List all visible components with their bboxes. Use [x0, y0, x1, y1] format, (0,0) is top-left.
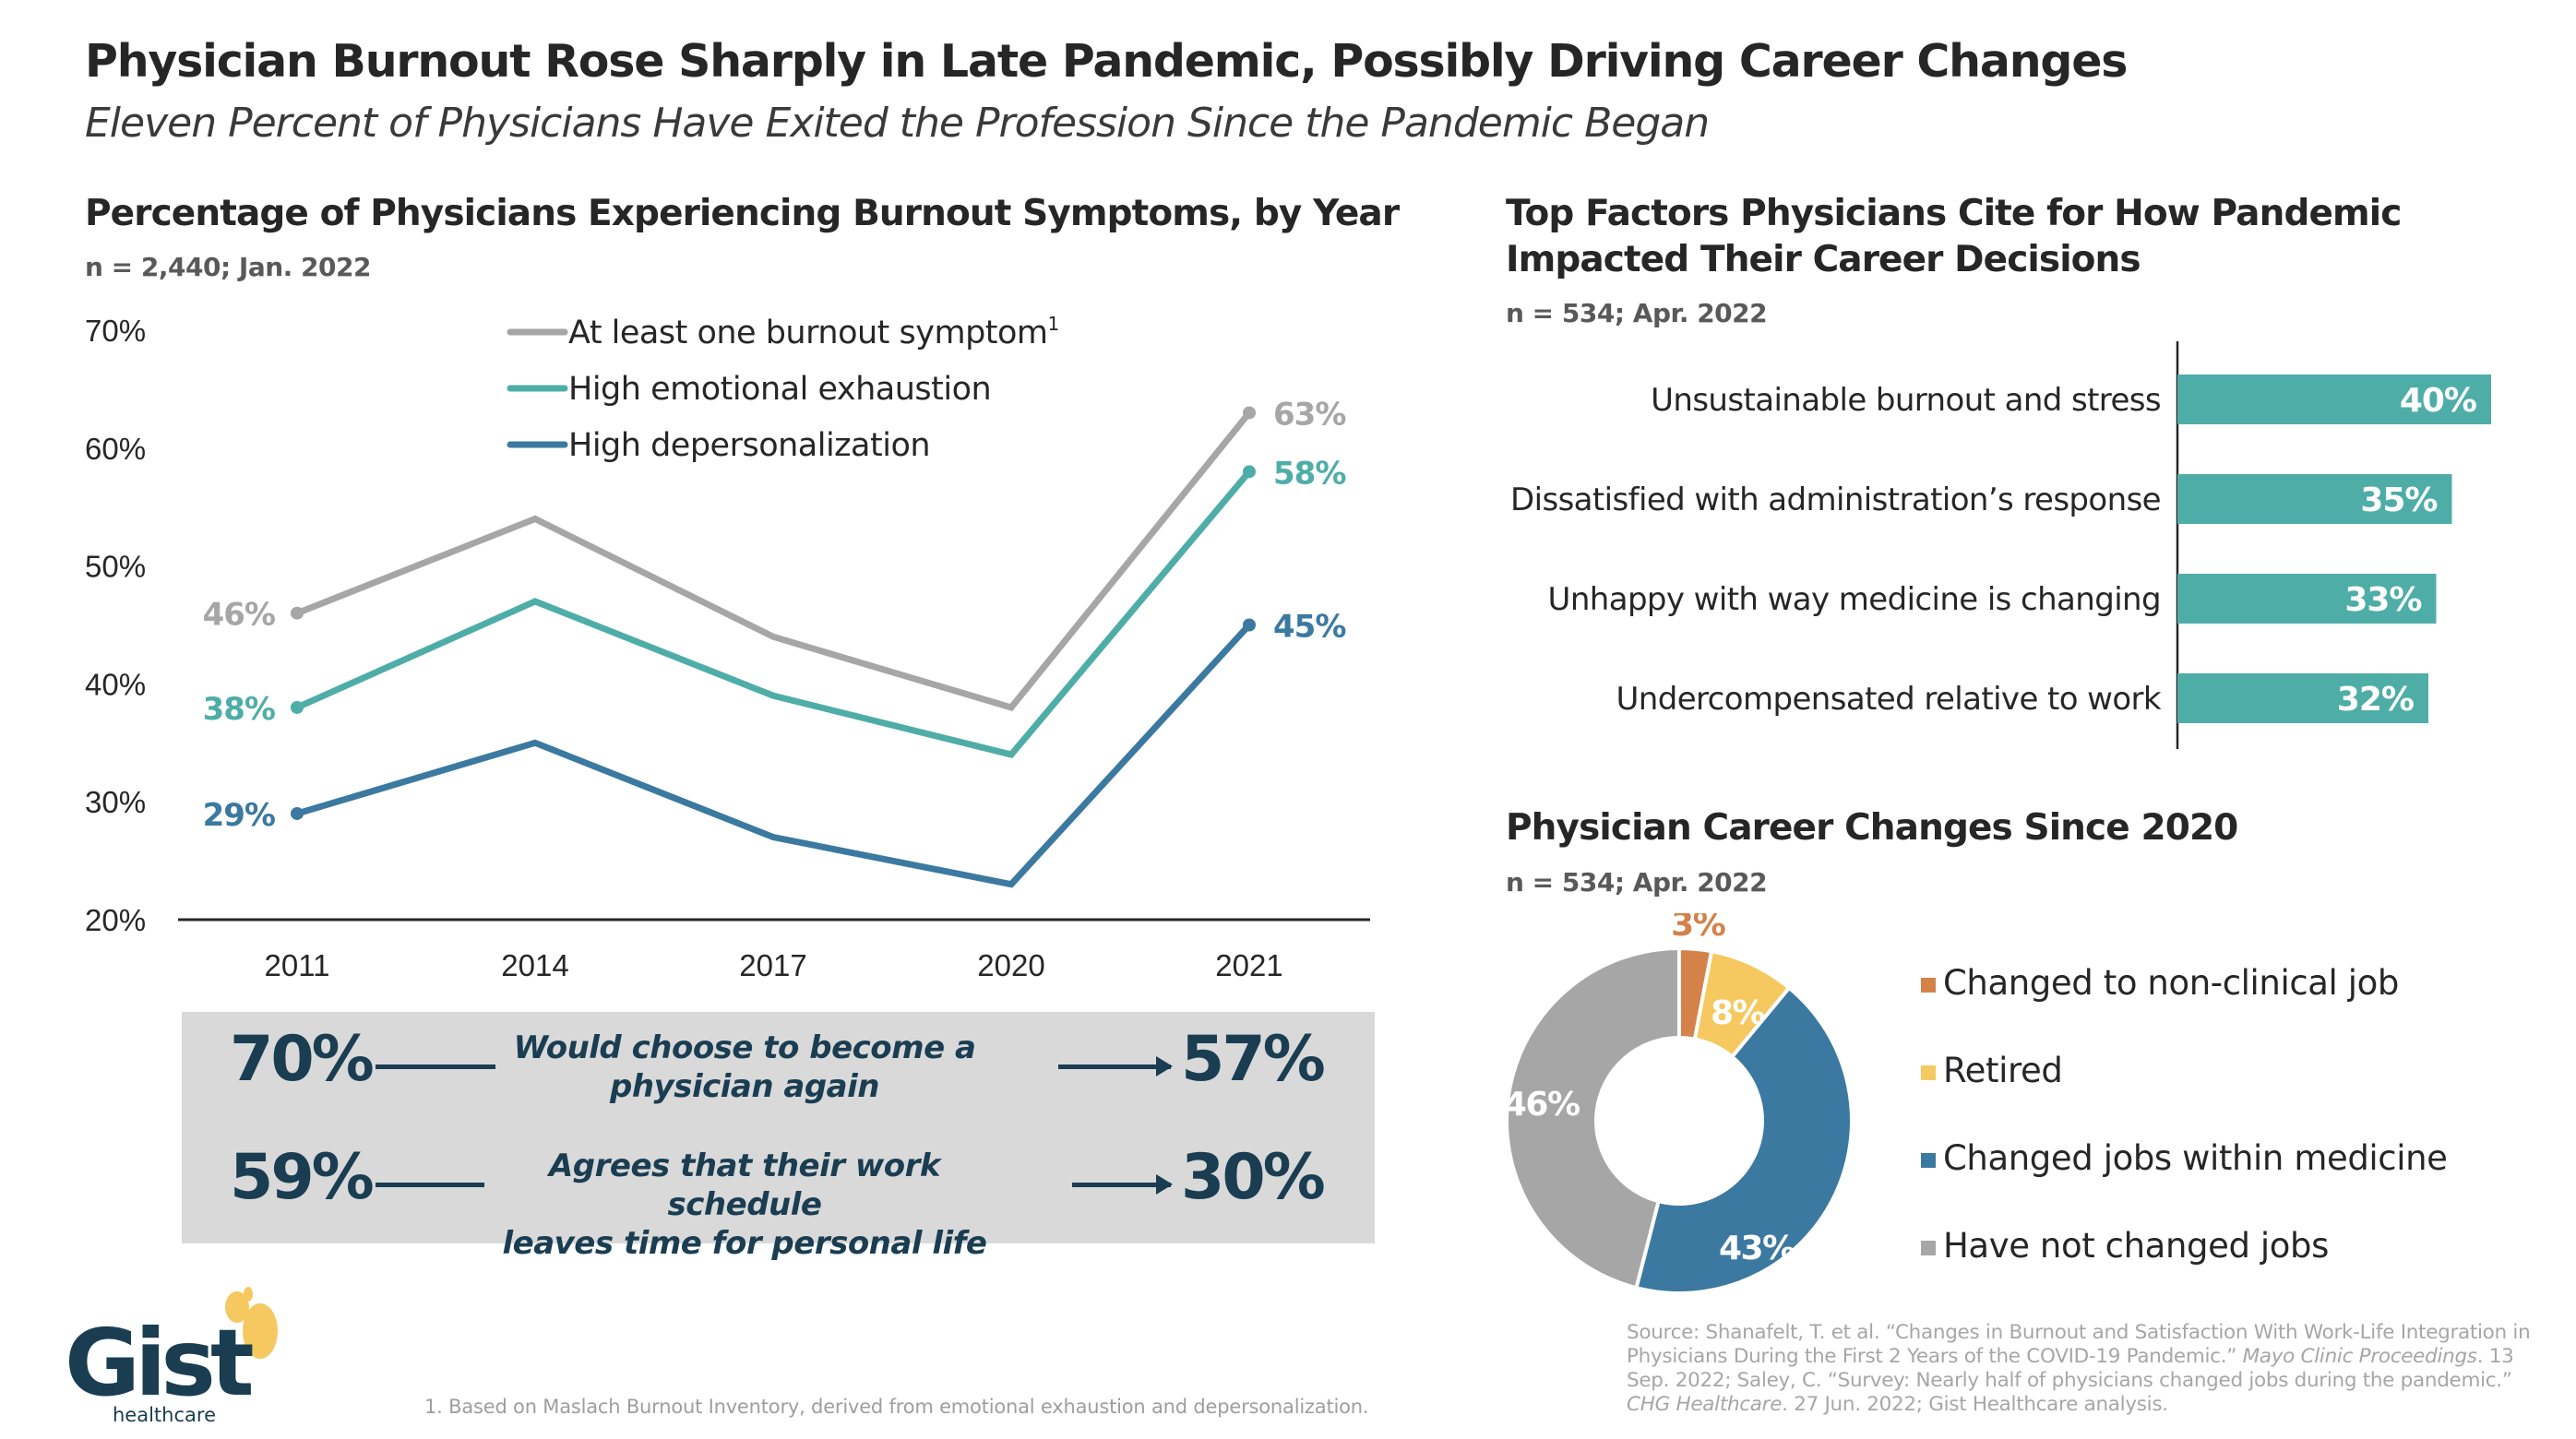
bar-category-label: Dissatisfied with administration’s respo…	[1510, 482, 2161, 518]
stat-before-value: 59%	[230, 1141, 375, 1214]
stat-label-line: leaves time for personal life	[502, 1225, 987, 1262]
footnote-marker: 1	[1048, 313, 1059, 335]
data-point	[291, 700, 304, 714]
page-subtitle: Eleven Percent of Physicians Have Exited…	[85, 100, 1710, 147]
data-point	[1243, 406, 1256, 420]
source-journal: CHG Healthcare	[1627, 1393, 1783, 1416]
bar-chart-title-line: Impacted Their Career Decisions	[1506, 239, 2141, 280]
y-axis-tick-label: 50%	[85, 550, 146, 584]
burnout-line-chart: 20%30%40%50%60%70% 2011 2014 2017 2020 2021 …	[85, 313, 1370, 982]
bar-chart-title: Top Factors Physicians Cite for How Pand…	[1506, 191, 2402, 283]
y-axis-tick-label: 70%	[85, 314, 146, 348]
legend-label: High depersonalization	[568, 427, 930, 464]
series-line	[296, 623, 1252, 888]
stat-connector-line	[376, 1064, 495, 1069]
logo-dot-icon	[244, 1287, 253, 1302]
stat-after-value: 57%	[1181, 1023, 1326, 1096]
stat-label-line: Agrees that their work schedule	[548, 1148, 941, 1223]
stat-connector-line	[376, 1183, 484, 1187]
data-label: 45%	[1273, 609, 1345, 646]
bar-category-label: Undercompensated relative to work	[1616, 681, 2162, 718]
arrow-right-icon	[1058, 1056, 1173, 1076]
stat-after-value: 30%	[1181, 1141, 1326, 1214]
bar	[2177, 375, 2491, 424]
stat-label-line: Would choose to become a	[513, 1029, 976, 1066]
data-point	[291, 806, 304, 820]
career-changes-donut-chart: 3% 8% 43% 46% Changed to non-clinical job Re…	[1504, 913, 2448, 1295]
data-label: 29%	[203, 797, 275, 834]
donut-slice-label: 46%	[1504, 1086, 1580, 1124]
donut-slice	[1634, 985, 1854, 1295]
line-chart-sample-size: n = 2,440; Jan. 2022	[85, 252, 371, 282]
source-text: . 13 Sep. 2022; Saley, C. “Survey: Nearl…	[1627, 1345, 2514, 1392]
arrow-right-icon	[1072, 1174, 1173, 1195]
line-chart-title: Percentage of Physicians Experiencing Bu…	[85, 193, 1400, 234]
gist-healthcare-logo: Gist healthcare	[65, 1287, 278, 1425]
bar	[2177, 474, 2452, 524]
bar-category-label: Unhappy with way medicine is changing	[1548, 581, 2161, 618]
donut-slice	[1505, 945, 1681, 1290]
source-text: . 27 Jun. 2022; Gist Healthcare analysis…	[1782, 1393, 2168, 1416]
x-axis-tick-label: 2014	[501, 948, 568, 982]
bar	[2177, 574, 2437, 624]
source-citation: Source: Shanafelt, T. et al. “Changes in…	[1627, 1321, 2558, 1417]
data-label: 58%	[1273, 455, 1345, 492]
y-axis-tick-label: 40%	[85, 667, 146, 701]
footnote: 1. Based on Maslach Burnout Inventory, d…	[424, 1396, 1369, 1418]
bar	[2177, 673, 2428, 723]
source-journal: Mayo Clinic Proceedings	[2242, 1345, 2477, 1368]
legend-label: Retired	[1943, 1051, 2062, 1090]
data-label: 63%	[1273, 396, 1345, 433]
logo-wordmark: Gist	[65, 1309, 253, 1417]
x-axis-tick-label: 2021	[1215, 948, 1282, 982]
y-axis-tick-label: 30%	[85, 785, 146, 819]
logo-dot-icon	[225, 1291, 249, 1323]
career-factors-bar-chart: Unsustainable burnout and stress 40% Dissa…	[1510, 341, 2491, 749]
bar-value-label: 40%	[2400, 382, 2476, 420]
page-title: Physician Burnout Rose Sharply in Late P…	[85, 35, 2128, 88]
donut-slice-label: 43%	[1719, 1230, 1795, 1267]
data-label: 38%	[203, 691, 275, 728]
y-axis-tick-label: 20%	[85, 903, 146, 937]
legend-swatch	[1921, 978, 1936, 993]
logo-tagline: healthcare	[113, 1404, 216, 1425]
bar-value-label: 32%	[2337, 681, 2414, 719]
bar-value-label: 33%	[2344, 581, 2421, 619]
legend-label: Have not changed jobs	[1943, 1226, 2329, 1266]
logo-dot-icon	[243, 1303, 278, 1359]
series-line	[295, 410, 1252, 711]
donut-chart-sample-size: n = 534; Apr. 2022	[1506, 867, 1768, 898]
data-label: 46%	[203, 597, 275, 634]
data-point	[1243, 465, 1256, 479]
legend-label: Changed to non-clinical job	[1943, 963, 2399, 1003]
legend-swatch	[1921, 1241, 1936, 1255]
bar-chart-sample-size: n = 534; Apr. 2022	[1506, 298, 1768, 328]
x-axis-tick-label: 2017	[739, 948, 806, 982]
donut-slice-label: 3%	[1671, 913, 1725, 944]
source-text: Source: Shanafelt, T. et al. “Changes in…	[1627, 1321, 2531, 1368]
x-axis-tick-label: 2011	[265, 948, 330, 982]
legend-label: High emotional exhaustion	[568, 371, 991, 408]
stat-label-line: physician again	[610, 1068, 879, 1105]
legend-label: Changed jobs within medicine	[1943, 1138, 2448, 1178]
data-point	[1243, 618, 1256, 632]
series-line	[295, 470, 1252, 759]
legend-label: At least one burnout symptom1	[568, 313, 1059, 351]
data-point	[291, 606, 304, 620]
stat-label: Would choose to become a physician again	[486, 1029, 1003, 1106]
legend-swatch	[1921, 1065, 1936, 1080]
donut-slice-label: 8%	[1711, 994, 1765, 1032]
stat-label: Agrees that their work schedule leaves t…	[486, 1147, 1003, 1263]
bar-chart-title-line: Top Factors Physicians Cite for How Pand…	[1506, 193, 2402, 234]
bar-category-label: Unsustainable burnout and stress	[1651, 382, 2161, 419]
bar-value-label: 35%	[2360, 482, 2437, 519]
stat-before-value: 70%	[230, 1023, 375, 1096]
donut-chart-title: Physician Career Changes Since 2020	[1506, 807, 2238, 849]
x-axis-tick-label: 2020	[977, 948, 1044, 982]
survey-comparison-box: 70% Would choose to become a physician a…	[182, 1012, 1375, 1262]
legend-swatch	[1921, 1153, 1936, 1168]
y-axis-tick-label: 60%	[85, 432, 146, 466]
